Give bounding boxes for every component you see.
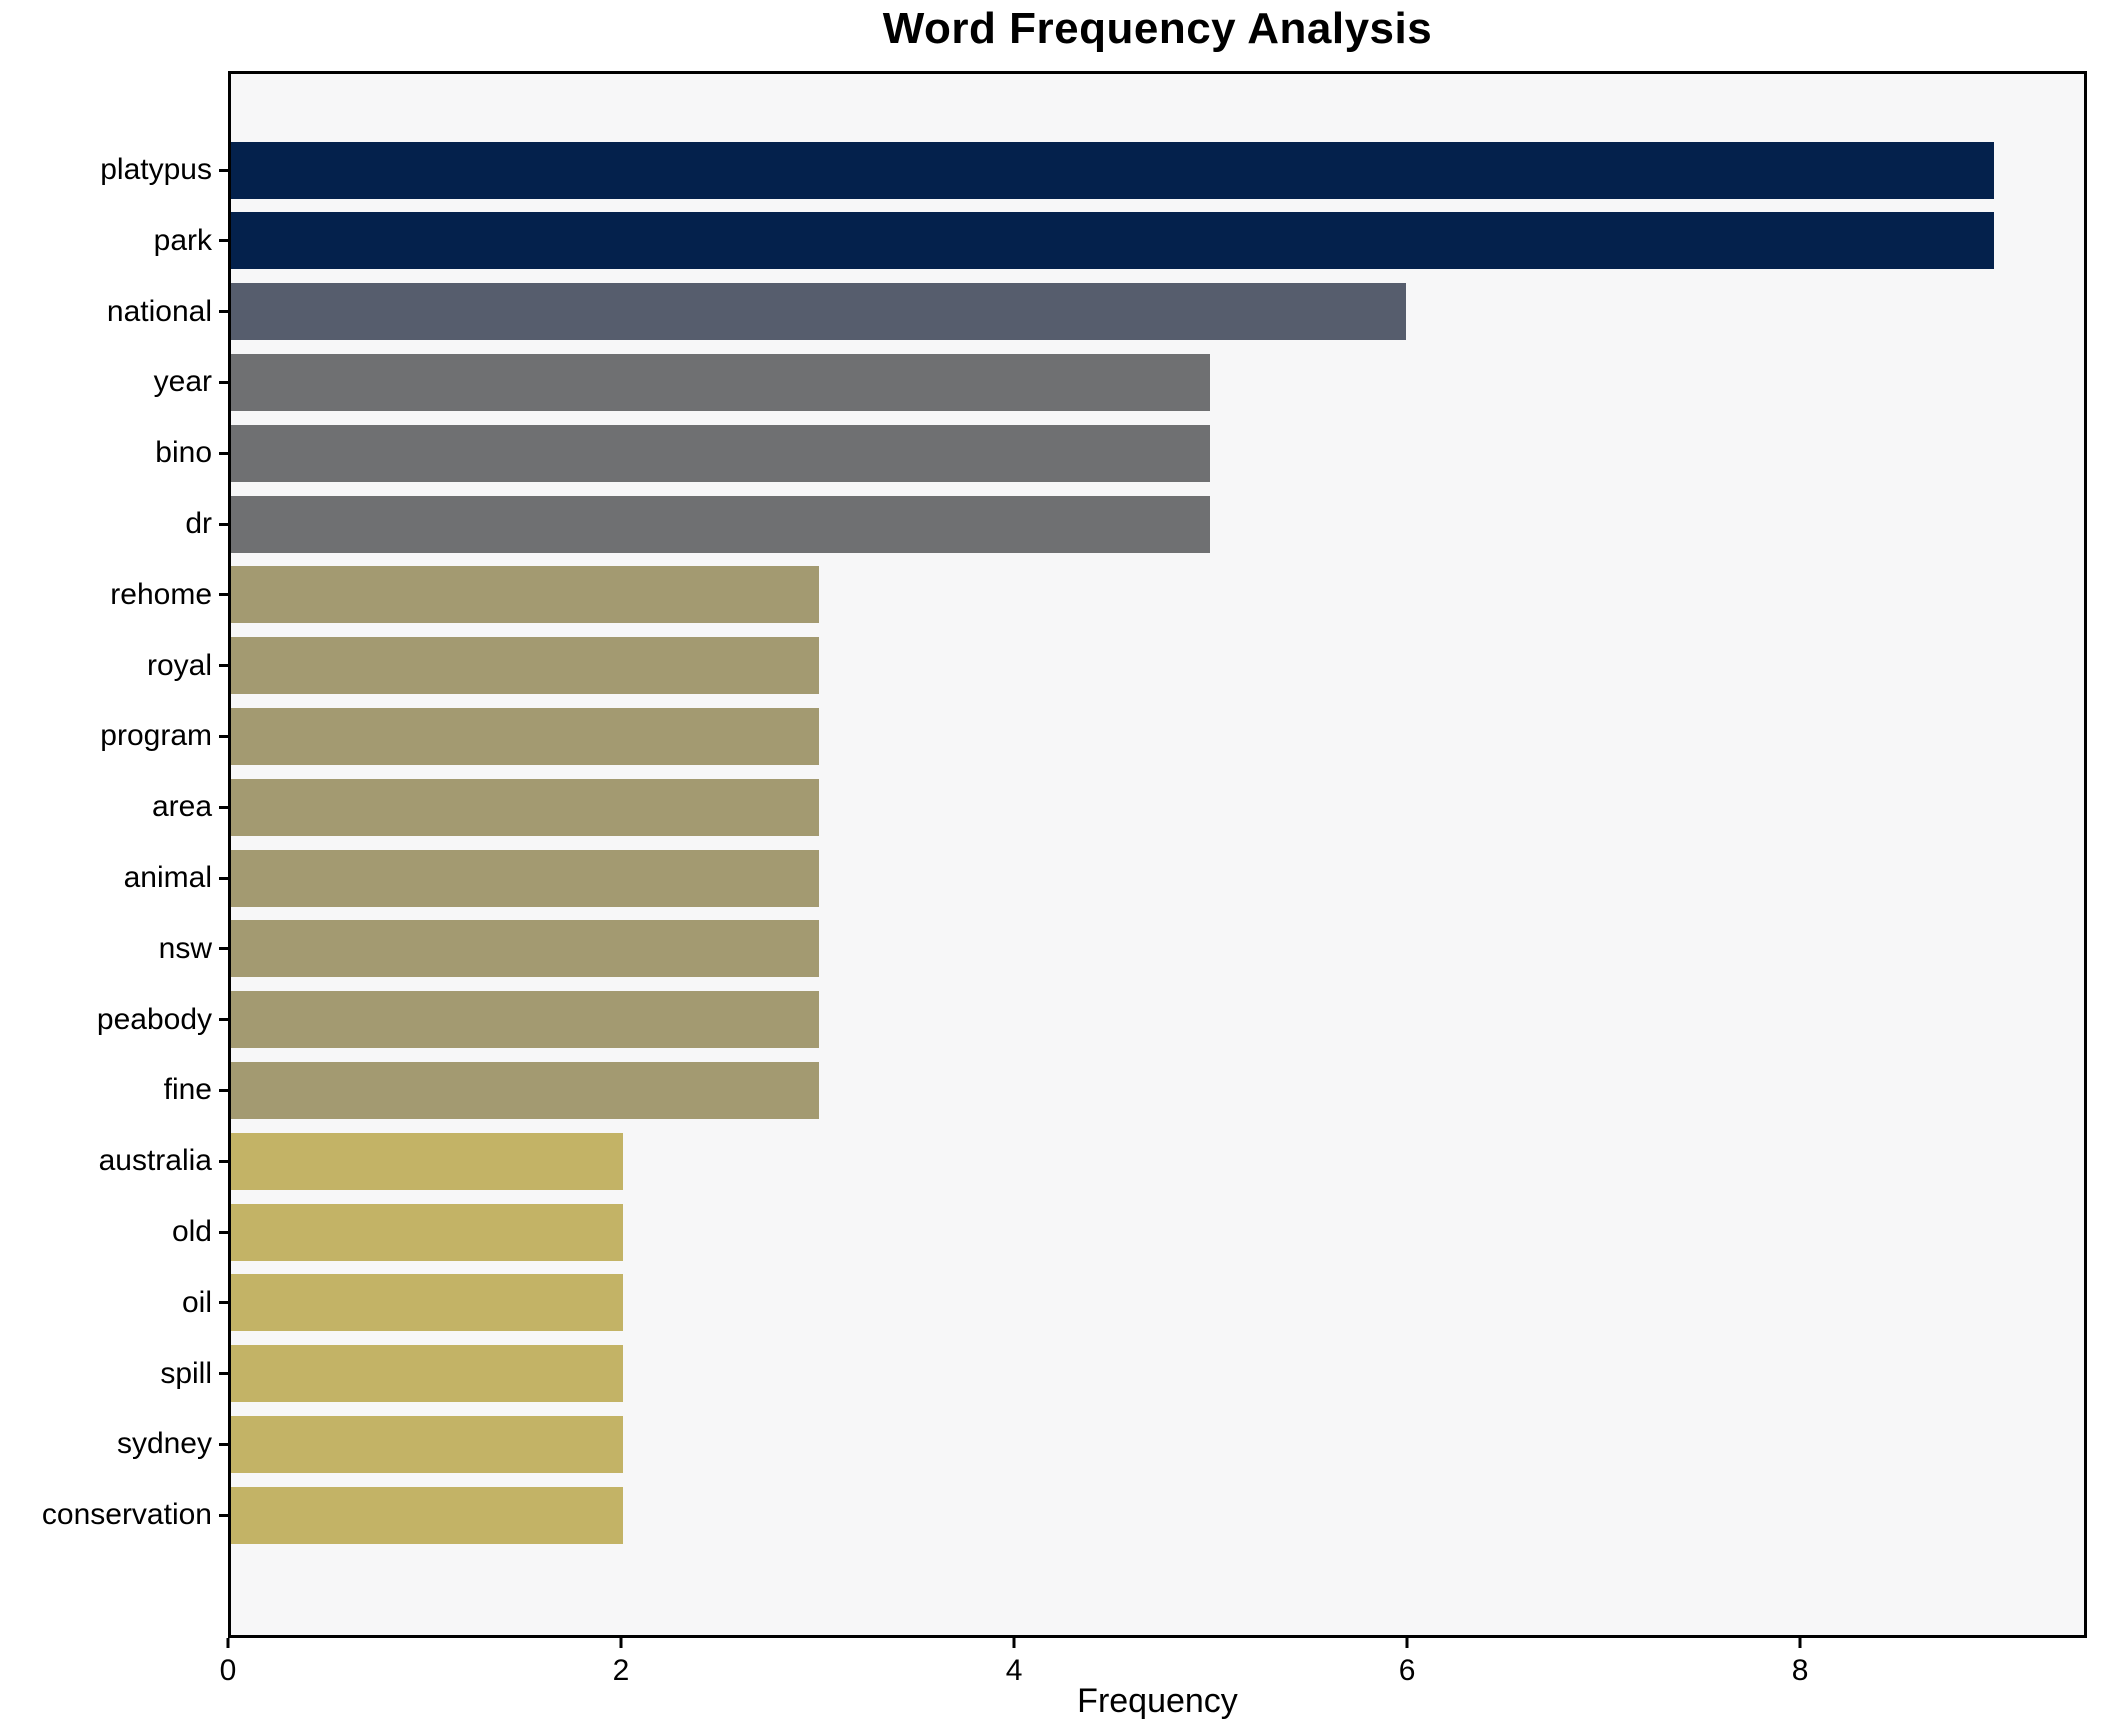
y-tick-mark [219,1301,228,1305]
y-tick-mark [219,1159,228,1163]
y-tick-mark [219,1230,228,1234]
bar-animal [231,849,819,907]
bar-spill [231,1345,623,1403]
bar-australia [231,1132,623,1190]
y-tick-label-area: area [151,790,212,824]
y-tick-mark [219,168,228,172]
y-tick-mark [219,1018,228,1022]
bar-platypus [231,141,1994,199]
y-tick-label-national: national [106,294,212,328]
y-tick-mark [219,876,228,880]
y-tick-mark [219,451,228,455]
bar-nsw [231,920,819,978]
y-tick-label-australia: australia [98,1144,212,1178]
x-tick-mark [1405,1638,1409,1648]
y-tick-label-spill: spill [160,1356,212,1390]
bar-fine [231,1061,819,1119]
y-tick-label-conservation: conservation [41,1498,212,1532]
y-tick-mark [219,522,228,526]
y-tick-label-bino: bino [155,436,212,470]
y-tick-label-peabody: peabody [96,1002,212,1036]
bar-program [231,707,819,765]
bar-peabody [231,991,819,1049]
bar-royal [231,637,819,695]
y-tick-mark [219,380,228,384]
y-tick-mark [219,1442,228,1446]
y-tick-mark [219,734,228,738]
y-tick-mark [219,664,228,668]
y-tick-label-rehome: rehome [110,577,212,611]
y-tick-label-platypus: platypus [100,153,212,186]
y-tick-label-sydney: sydney [116,1427,212,1461]
y-tick-label-year: year [153,365,212,399]
x-tick-label-4: 4 [1005,1654,1023,1687]
y-axis-labels: platypus park national year bino dr rehome roya… [0,71,212,1638]
x-tick-label-6: 6 [1398,1654,1416,1687]
x-axis-title: Frequency [1077,1682,1238,1720]
y-tick-label-fine: fine [163,1073,212,1107]
bar-oil [231,1274,623,1332]
y-tick-mark [219,1088,228,1092]
x-tick-mark [226,1638,230,1648]
y-tick-label-animal: animal [123,861,212,894]
bar-national [231,283,1407,341]
y-tick-label-park: park [153,223,212,257]
y-tick-mark [219,593,228,597]
chart-title: Word Frequency Analysis [882,4,1433,53]
y-tick-label-nsw: nsw [158,931,212,965]
bar-sydney [231,1415,623,1473]
y-tick-mark [219,805,228,809]
y-tick-label-royal: royal [146,648,212,682]
y-tick-label-dr: dr [185,507,212,540]
bar-rehome [231,566,819,624]
bar-dr [231,495,1211,553]
x-tick-label-2: 2 [612,1654,630,1687]
y-tick-mark [219,947,228,951]
bar-conservation [231,1486,623,1544]
bar-area [231,778,819,836]
y-tick-label-old: old [171,1215,212,1248]
y-tick-label-program: program [100,719,212,753]
x-tick-mark [1012,1638,1016,1648]
bar-year [231,353,1211,411]
bar-park [231,212,1994,270]
y-tick-mark [219,1513,228,1517]
y-tick-mark [219,239,228,243]
x-tick-label-8: 8 [1791,1654,1809,1687]
x-tick-mark [1798,1638,1802,1648]
y-tick-mark [219,1372,228,1376]
x-tick-label-0: 0 [219,1654,237,1687]
x-axis: 0 2 4 6 8 [220,1638,2087,1722]
bar-bino [231,424,1211,482]
y-tick-mark [219,310,228,314]
x-tick-mark [619,1638,623,1648]
plot-area [219,71,2087,1638]
y-tick-label-oil: oil [181,1285,212,1319]
bar-old [231,1203,623,1261]
